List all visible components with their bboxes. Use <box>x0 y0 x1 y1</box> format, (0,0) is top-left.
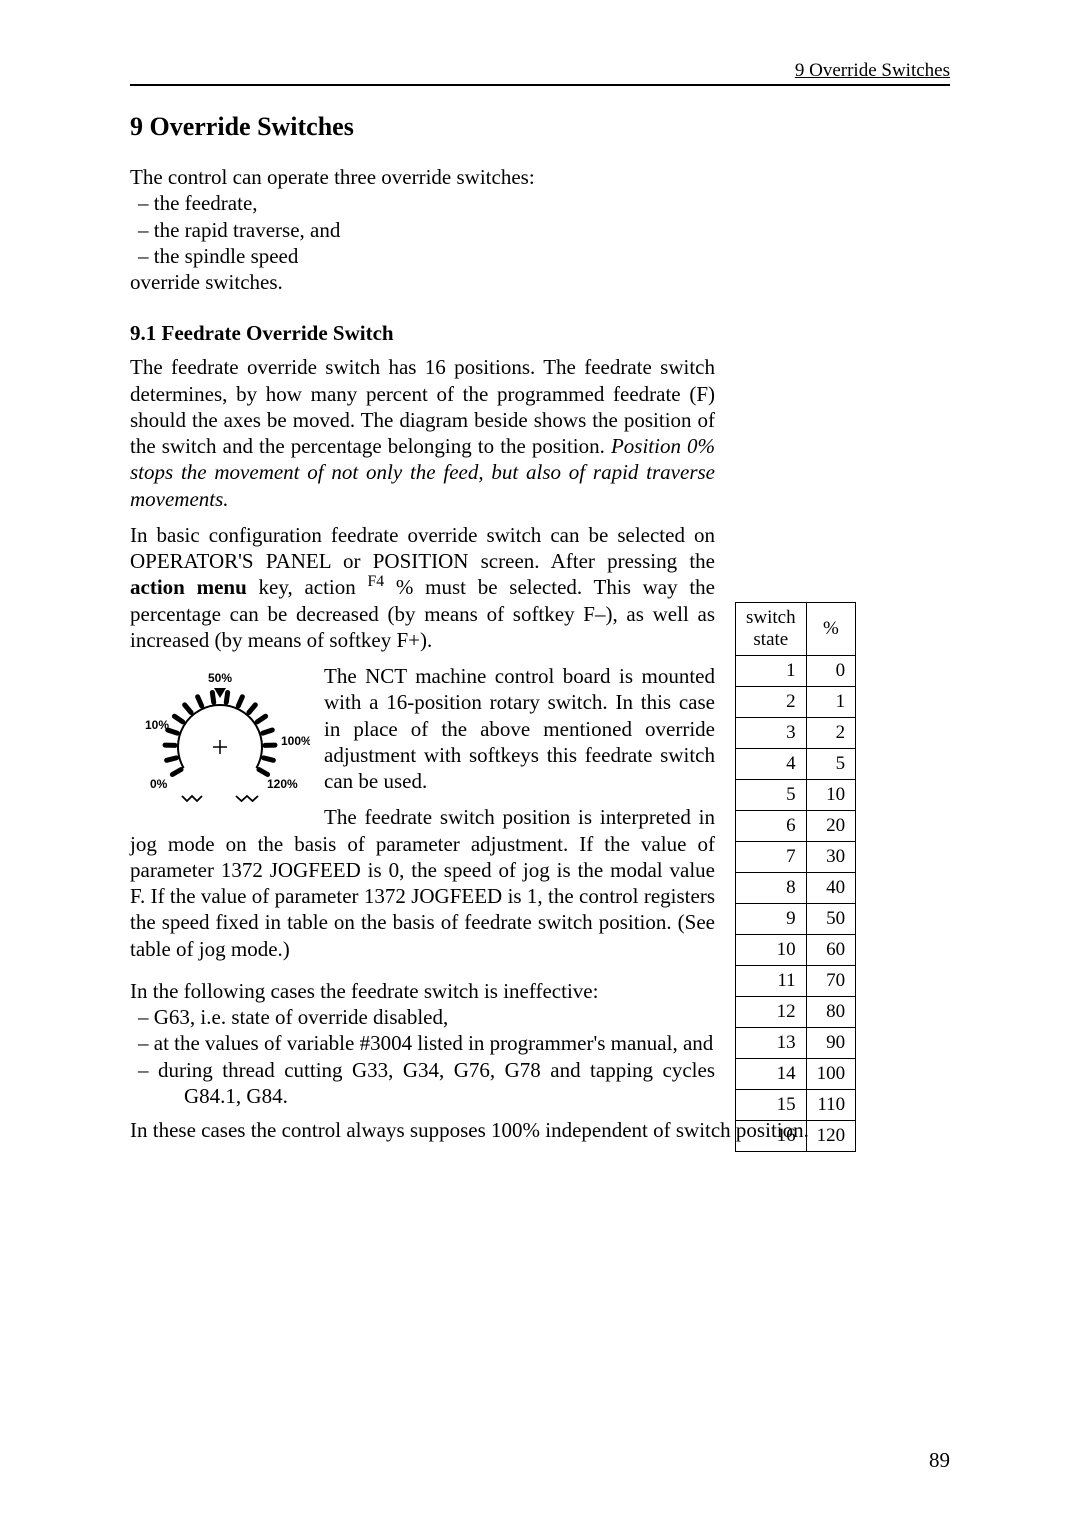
table-row: 10 <box>736 656 856 687</box>
cell-state: 3 <box>736 718 807 749</box>
cell-percent: 40 <box>806 873 856 904</box>
svg-text:0%: 0% <box>150 777 168 791</box>
svg-text:10%: 10% <box>145 718 169 732</box>
ineffective-list: In the following cases the feedrate swit… <box>130 978 715 1109</box>
cell-percent: 5 <box>806 749 856 780</box>
table-head-percent: % <box>806 603 856 656</box>
table-row: 1060 <box>736 935 856 966</box>
cell-percent: 120 <box>806 1121 856 1152</box>
cell-state: 8 <box>736 873 807 904</box>
cell-state: 15 <box>736 1090 807 1121</box>
cell-percent: 1 <box>806 687 856 718</box>
cell-state: 14 <box>736 1059 807 1090</box>
para-2b-bold: action menu <box>130 575 247 599</box>
table-row: 840 <box>736 873 856 904</box>
list-item: – at the values of variable #3004 listed… <box>130 1030 715 1056</box>
table-row: 1280 <box>736 997 856 1028</box>
page-number: 89 <box>929 1448 950 1473</box>
intro-lead: The control can operate three override s… <box>130 164 950 190</box>
feedrate-dial-figure: 50% 10% 100% 0% 120% <box>130 667 310 812</box>
intro-item: – the feedrate, <box>130 190 950 216</box>
table-row: 620 <box>736 811 856 842</box>
table-row: 21 <box>736 687 856 718</box>
th-left-l1: switchstate <box>746 607 796 650</box>
cell-percent: 2 <box>806 718 856 749</box>
cell-state: 12 <box>736 997 807 1028</box>
cell-percent: 50 <box>806 904 856 935</box>
svg-text:120%: 120% <box>267 777 298 791</box>
table-row: 15110 <box>736 1090 856 1121</box>
svg-text:50%: 50% <box>208 671 232 685</box>
cell-state: 4 <box>736 749 807 780</box>
cell-state: 7 <box>736 842 807 873</box>
list-lead: In the following cases the feedrate swit… <box>130 978 715 1004</box>
table-row: 14100 <box>736 1059 856 1090</box>
table-row: 32 <box>736 718 856 749</box>
dial-para-2: The feedrate switch position is interpre… <box>130 804 715 962</box>
cell-state: 9 <box>736 904 807 935</box>
intro-tail: override switches. <box>130 269 950 295</box>
feedrate-table: switchstate % 10213245510620730840950106… <box>735 602 856 1152</box>
cell-percent: 60 <box>806 935 856 966</box>
cell-state: 13 <box>736 1028 807 1059</box>
para-2a: In basic configuration feedrate override… <box>130 523 715 573</box>
list-item: – G63, i.e. state of override disabled, <box>130 1004 715 1030</box>
cell-percent: 20 <box>806 811 856 842</box>
table-row: 16120 <box>736 1121 856 1152</box>
svg-text:100%: 100% <box>281 734 310 748</box>
dial-paragraph-wrap: 50%10%100%0%120% The NCT machine control… <box>130 663 715 972</box>
cell-percent: 80 <box>806 997 856 1028</box>
para-2: In basic configuration feedrate override… <box>130 522 715 653</box>
list-item: – during thread cutting G33, G34, G76, G… <box>130 1057 715 1110</box>
table-row: 950 <box>736 904 856 935</box>
cell-state: 11 <box>736 966 807 997</box>
cell-percent: 10 <box>806 780 856 811</box>
cell-state: 2 <box>736 687 807 718</box>
cell-state: 16 <box>736 1121 807 1152</box>
intro-item: – the spindle speed <box>130 243 950 269</box>
table-row: 510 <box>736 780 856 811</box>
para-1: The feedrate override switch has 16 posi… <box>130 354 715 512</box>
body-column: The feedrate override switch has 16 posi… <box>130 354 715 1109</box>
cell-percent: 0 <box>806 656 856 687</box>
cell-percent: 70 <box>806 966 856 997</box>
table-row: 1170 <box>736 966 856 997</box>
intro-item: – the rapid traverse, and <box>130 217 950 243</box>
table-row: 45 <box>736 749 856 780</box>
para-2-sup: F4 <box>368 573 385 590</box>
intro-block: The control can operate three override s… <box>130 164 950 295</box>
table-row: 730 <box>736 842 856 873</box>
para-2c: key, action <box>247 575 368 599</box>
subsection-heading: 9.1 Feedrate Override Switch <box>130 321 950 346</box>
section-heading: 9 Override Switches <box>130 112 950 142</box>
cell-state: 6 <box>736 811 807 842</box>
cell-state: 10 <box>736 935 807 966</box>
cell-percent: 110 <box>806 1090 856 1121</box>
header-rule <box>130 84 950 86</box>
table-head-state: switchstate <box>736 603 807 656</box>
running-head: 9 Override Switches <box>130 60 950 82</box>
cell-percent: 30 <box>806 842 856 873</box>
cell-state: 1 <box>736 656 807 687</box>
table-row: 1390 <box>736 1028 856 1059</box>
cell-percent: 100 <box>806 1059 856 1090</box>
cell-state: 5 <box>736 780 807 811</box>
cell-percent: 90 <box>806 1028 856 1059</box>
